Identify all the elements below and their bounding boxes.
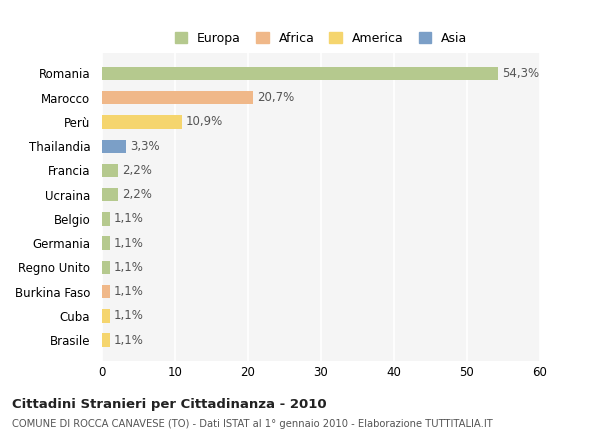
Text: 20,7%: 20,7%: [257, 91, 294, 104]
Text: 10,9%: 10,9%: [185, 115, 223, 128]
Bar: [102, 334, 110, 347]
Bar: [102, 139, 126, 153]
Text: 1,1%: 1,1%: [113, 237, 143, 249]
Text: 2,2%: 2,2%: [122, 164, 152, 177]
Bar: [102, 261, 110, 274]
Text: 1,1%: 1,1%: [113, 309, 143, 323]
Bar: [102, 91, 253, 104]
Text: 2,2%: 2,2%: [122, 188, 152, 201]
Text: 1,1%: 1,1%: [113, 334, 143, 347]
Bar: [102, 188, 118, 202]
Bar: [102, 212, 110, 226]
Text: 1,1%: 1,1%: [113, 213, 143, 225]
Bar: [102, 285, 110, 298]
Bar: [102, 309, 110, 323]
Bar: [102, 236, 110, 250]
Text: Cittadini Stranieri per Cittadinanza - 2010: Cittadini Stranieri per Cittadinanza - 2…: [12, 398, 326, 411]
Text: 1,1%: 1,1%: [113, 285, 143, 298]
Bar: [102, 115, 182, 128]
Bar: [102, 164, 118, 177]
Bar: [102, 67, 499, 80]
Text: 54,3%: 54,3%: [502, 67, 539, 80]
Text: 3,3%: 3,3%: [130, 139, 160, 153]
Legend: Europa, Africa, America, Asia: Europa, Africa, America, Asia: [171, 28, 471, 49]
Text: 1,1%: 1,1%: [113, 261, 143, 274]
Text: COMUNE DI ROCCA CANAVESE (TO) - Dati ISTAT al 1° gennaio 2010 - Elaborazione TUT: COMUNE DI ROCCA CANAVESE (TO) - Dati IST…: [12, 419, 493, 429]
